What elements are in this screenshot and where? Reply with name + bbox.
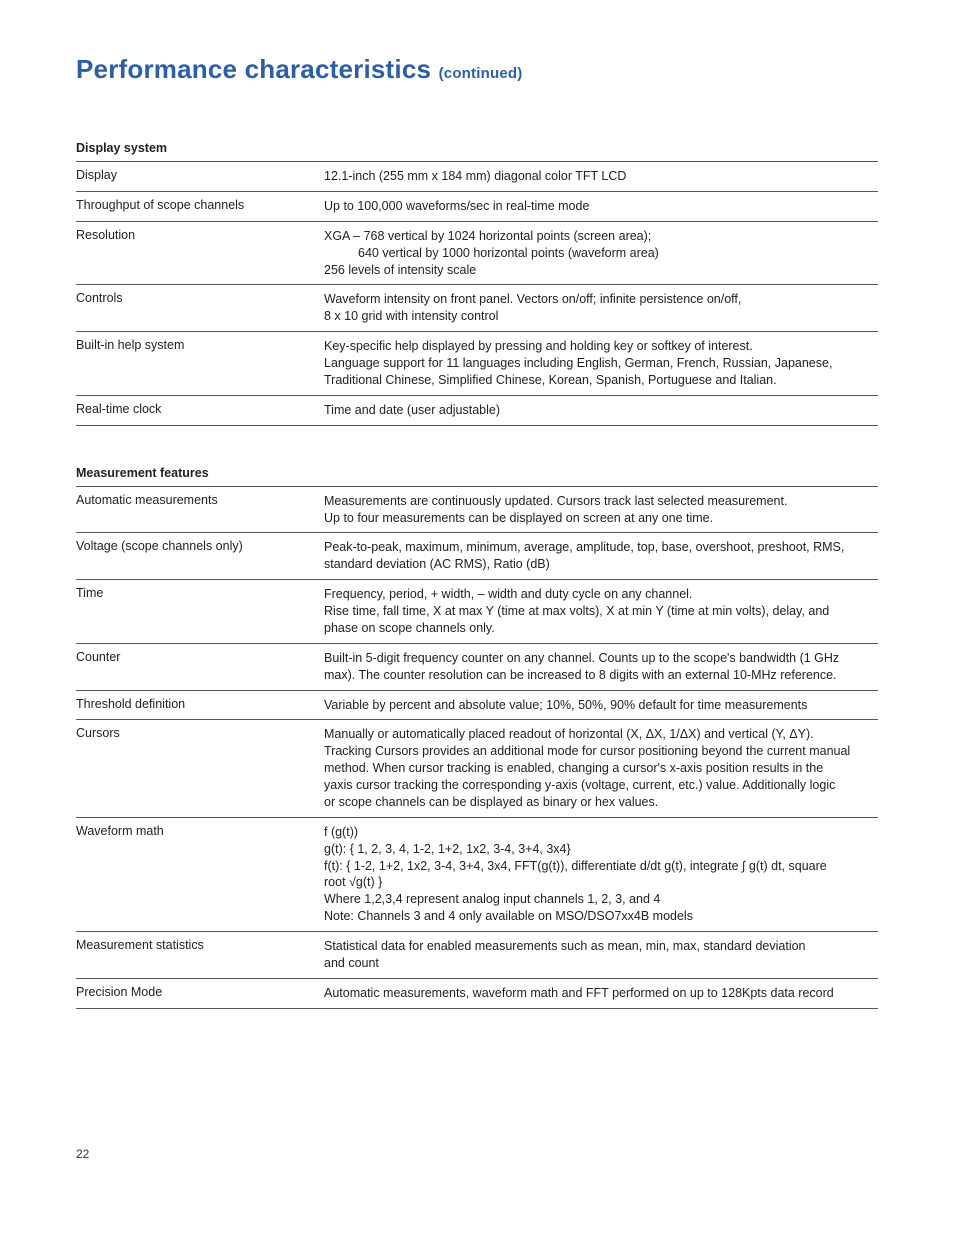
table-row: Precision ModeAutomatic measurements, wa… — [76, 978, 878, 1008]
table-row: Waveform mathf (g(t))g(t): { 1, 2, 3, 4,… — [76, 817, 878, 931]
table-row: Throughput of scope channelsUp to 100,00… — [76, 191, 878, 221]
row-label: Controls — [76, 285, 324, 332]
table-row: Built-in help systemKey-specific help di… — [76, 332, 878, 396]
value-line: Tracking Cursors provides an additional … — [324, 743, 878, 760]
value-line: XGA – 768 vertical by 1024 horizontal po… — [324, 228, 878, 245]
value-line: Up to four measurements can be displayed… — [324, 510, 878, 527]
title-continued: (continued) — [439, 65, 523, 82]
value-line: Key-specific help displayed by pressing … — [324, 338, 878, 355]
row-label: Automatic measurements — [76, 486, 324, 533]
row-value: f (g(t))g(t): { 1, 2, 3, 4, 1-2, 1+2, 1x… — [324, 817, 878, 931]
value-line: Waveform intensity on front panel. Vecto… — [324, 291, 878, 308]
value-line: 12.1-inch (255 mm x 184 mm) diagonal col… — [324, 168, 878, 185]
row-label: Time — [76, 580, 324, 644]
row-label: Throughput of scope channels — [76, 191, 324, 221]
row-value: Variable by percent and absolute value; … — [324, 690, 878, 720]
row-value: 12.1-inch (255 mm x 184 mm) diagonal col… — [324, 162, 878, 192]
value-line: Measurements are continuously updated. C… — [324, 493, 878, 510]
table-row: Measurement statisticsStatistical data f… — [76, 932, 878, 979]
value-line: f(t): { 1-2, 1+2, 1x2, 3-4, 3+4, 3x4, FF… — [324, 858, 878, 875]
value-line: Automatic measurements, waveform math an… — [324, 985, 878, 1002]
value-line: Rise time, fall time, X at max Y (time a… — [324, 603, 878, 620]
row-value: Statistical data for enabled measurement… — [324, 932, 878, 979]
table-row: ControlsWaveform intensity on front pane… — [76, 285, 878, 332]
value-line: g(t): { 1, 2, 3, 4, 1-2, 1+2, 1x2, 3-4, … — [324, 841, 878, 858]
value-line: 640 vertical by 1000 horizontal points (… — [324, 245, 878, 262]
table-row: Automatic measurementsMeasurements are c… — [76, 486, 878, 533]
value-line: Manually or automatically placed readout… — [324, 726, 878, 743]
table-row: Display12.1-inch (255 mm x 184 mm) diago… — [76, 162, 878, 192]
row-label: Precision Mode — [76, 978, 324, 1008]
row-value: XGA – 768 vertical by 1024 horizontal po… — [324, 221, 878, 285]
value-line: 256 levels of intensity scale — [324, 262, 878, 279]
table-row: Voltage (scope channels only)Peak-to-pea… — [76, 533, 878, 580]
table-row: CursorsManually or automatically placed … — [76, 720, 878, 817]
value-line: Frequency, period, + width, – width and … — [324, 586, 878, 603]
row-value: Peak-to-peak, maximum, minimum, average,… — [324, 533, 878, 580]
row-value: Key-specific help displayed by pressing … — [324, 332, 878, 396]
row-label: Cursors — [76, 720, 324, 817]
table-row: Threshold definitionVariable by percent … — [76, 690, 878, 720]
row-label: Waveform math — [76, 817, 324, 931]
row-label: Built-in help system — [76, 332, 324, 396]
section-heading: Display system — [76, 141, 878, 155]
value-line: Time and date (user adjustable) — [324, 402, 878, 419]
row-value: Up to 100,000 waveforms/sec in real-time… — [324, 191, 878, 221]
value-line: or scope channels can be displayed as bi… — [324, 794, 878, 811]
page-container: Performance characteristics (continued) … — [0, 0, 954, 1195]
value-line: method. When cursor tracking is enabled,… — [324, 760, 878, 777]
row-label: Measurement statistics — [76, 932, 324, 979]
row-value: Frequency, period, + width, – width and … — [324, 580, 878, 644]
row-label: Voltage (scope channels only) — [76, 533, 324, 580]
spec-table-measurement: Automatic measurementsMeasurements are c… — [76, 486, 878, 1009]
row-label: Counter — [76, 643, 324, 690]
page-number: 22 — [76, 1147, 89, 1161]
row-value: Automatic measurements, waveform math an… — [324, 978, 878, 1008]
section-heading: Measurement features — [76, 466, 878, 480]
value-line: Statistical data for enabled measurement… — [324, 938, 878, 955]
value-line: Up to 100,000 waveforms/sec in real-time… — [324, 198, 878, 215]
row-value: Time and date (user adjustable) — [324, 395, 878, 425]
row-label: Display — [76, 162, 324, 192]
table-row: Real-time clockTime and date (user adjus… — [76, 395, 878, 425]
value-line: Peak-to-peak, maximum, minimum, average,… — [324, 539, 878, 556]
value-line: Variable by percent and absolute value; … — [324, 697, 878, 714]
title-main: Performance characteristics — [76, 54, 439, 84]
value-line: Built-in 5-digit frequency counter on an… — [324, 650, 878, 667]
value-line: phase on scope channels only. — [324, 620, 878, 637]
row-label: Threshold definition — [76, 690, 324, 720]
value-line: Traditional Chinese, Simplified Chinese,… — [324, 372, 878, 389]
row-value: Measurements are continuously updated. C… — [324, 486, 878, 533]
section-display-system: Display system Display12.1-inch (255 mm … — [76, 141, 878, 426]
table-row: CounterBuilt-in 5-digit frequency counte… — [76, 643, 878, 690]
table-row: TimeFrequency, period, + width, – width … — [76, 580, 878, 644]
value-line: root √g(t) } — [324, 874, 878, 891]
value-line: 8 x 10 grid with intensity control — [324, 308, 878, 325]
value-line: yaxis cursor tracking the corresponding … — [324, 777, 878, 794]
value-line: f (g(t)) — [324, 824, 878, 841]
value-line: max). The counter resolution can be incr… — [324, 667, 878, 684]
row-value: Built-in 5-digit frequency counter on an… — [324, 643, 878, 690]
row-value: Waveform intensity on front panel. Vecto… — [324, 285, 878, 332]
row-label: Resolution — [76, 221, 324, 285]
value-line: Language support for 11 languages includ… — [324, 355, 878, 372]
section-measurement-features: Measurement features Automatic measureme… — [76, 466, 878, 1009]
table-row: ResolutionXGA – 768 vertical by 1024 hor… — [76, 221, 878, 285]
row-value: Manually or automatically placed readout… — [324, 720, 878, 817]
value-line: Where 1,2,3,4 represent analog input cha… — [324, 891, 878, 908]
value-line: and count — [324, 955, 878, 972]
value-line: Note: Channels 3 and 4 only available on… — [324, 908, 878, 925]
row-label: Real-time clock — [76, 395, 324, 425]
page-title: Performance characteristics (continued) — [76, 54, 878, 85]
spec-table-display: Display12.1-inch (255 mm x 184 mm) diago… — [76, 161, 878, 426]
value-line: standard deviation (AC RMS), Ratio (dB) — [324, 556, 878, 573]
